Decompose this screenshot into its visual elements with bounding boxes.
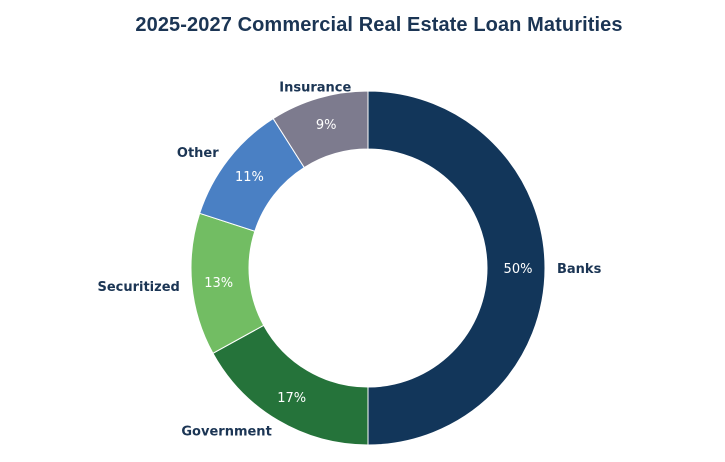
category-label-insurance: Insurance [279, 81, 351, 96]
category-label-securitized: Securitized [97, 280, 179, 295]
data-label-government: 17% [277, 391, 306, 406]
category-label-other: Other [177, 146, 219, 161]
data-label-banks: 50% [504, 262, 533, 277]
data-label-insurance: 9% [316, 118, 337, 133]
data-label-other: 11% [235, 170, 264, 185]
category-label-government: Government [181, 425, 271, 440]
chart-title: 2025-2027 Commercial Real Estate Loan Ma… [135, 14, 623, 36]
slice-banks[interactable] [367, 90, 546, 446]
category-label-banks: Banks [557, 262, 602, 277]
slice-insurance[interactable] [272, 90, 369, 169]
data-label-securitized: 13% [204, 276, 233, 291]
